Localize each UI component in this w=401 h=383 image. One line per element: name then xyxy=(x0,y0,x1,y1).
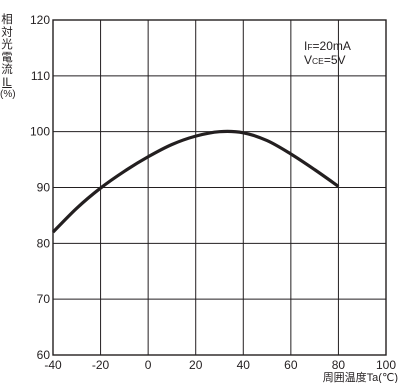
x-tick-labels: -40 -20 0 20 40 60 80 100 xyxy=(44,358,396,372)
condition-if: IF=20mA xyxy=(304,39,351,53)
y-axis-label-char: 光 xyxy=(1,39,13,51)
y-tick-labels: 60 70 80 90 100 110 120 xyxy=(30,13,50,362)
y-axis-label-char: 電 xyxy=(1,51,13,64)
y-axis-label-char: 対 xyxy=(1,26,13,39)
x-tick-label: 40 xyxy=(237,358,251,372)
x-tick-label: 0 xyxy=(145,358,152,372)
x-tick-label: 80 xyxy=(332,358,346,372)
x-tick-label: -40 xyxy=(44,358,62,372)
condition-vce: VCE=5V xyxy=(304,53,346,67)
x-tick-label: 20 xyxy=(189,358,203,372)
y-axis-label-char: 相 xyxy=(1,14,13,26)
x-tick-label: -20 xyxy=(92,358,110,372)
y-tick-label: 100 xyxy=(30,125,50,139)
y-axis-label-char: 流 xyxy=(1,64,13,76)
y-axis-label-unit: (%) xyxy=(0,89,16,100)
y-tick-label: 90 xyxy=(37,181,51,195)
x-tick-label: 100 xyxy=(376,358,396,372)
y-axis-label: 相 対 光 電 流 IL (%) xyxy=(0,14,16,102)
y-tick-label: 110 xyxy=(31,69,50,83)
x-axis-label: 周囲温度Ta(℃) xyxy=(323,370,398,383)
y-tick-label: 60 xyxy=(37,348,51,362)
y-tick-label: 70 xyxy=(37,292,51,306)
y-axis-label-symbol: IL xyxy=(2,76,12,89)
x-tick-label: 60 xyxy=(284,358,298,372)
y-tick-label: 120 xyxy=(30,13,50,27)
plot-frame xyxy=(52,19,387,356)
series-line xyxy=(51,129,340,234)
y-tick-label: 80 xyxy=(37,236,51,250)
